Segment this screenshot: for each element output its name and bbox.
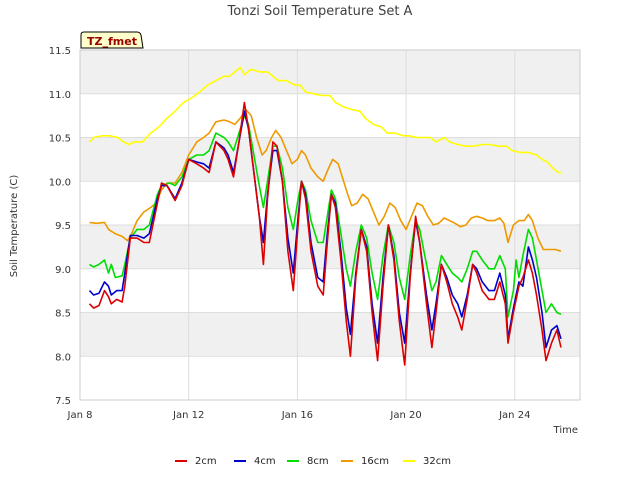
legend-label: 2cm — [195, 456, 217, 467]
plot-border — [79, 49, 581, 401]
site-tag-label: TZ_fmet — [87, 35, 137, 48]
series-line-32cm — [88, 66, 561, 174]
legend-label: 4cm — [254, 456, 276, 467]
legend-item-16cm: 16cm — [341, 456, 389, 467]
series-lines — [88, 66, 562, 366]
legend-label: 8cm — [307, 456, 329, 467]
legend-item-32cm: 32cm — [403, 456, 451, 467]
y-tick-label: 10.0 — [49, 177, 71, 188]
plot-band — [80, 50, 580, 94]
site-tag: TZ_fmet — [80, 31, 144, 49]
x-tick-label: Jan 16 — [281, 410, 313, 421]
legend-label: 16cm — [361, 456, 389, 467]
x-tick-label: Jan 8 — [67, 410, 93, 421]
legend: 2cm 4cm 8cm 16cm 32cm — [175, 456, 451, 467]
legend-item-2cm: 2cm — [175, 456, 217, 467]
x-tick-label: Jan 24 — [498, 410, 530, 421]
y-tick-label: 10.5 — [49, 134, 71, 145]
grid-lines — [79, 49, 581, 401]
x-tick-label: Jan 20 — [389, 410, 421, 421]
y-axis-tick-labels: 7.5 8.0 8.5 9.0 9.5 10.0 10.5 11.0 11.5 — [49, 46, 71, 407]
plot-band — [80, 137, 580, 182]
y-tick-label: 8.5 — [55, 309, 71, 320]
x-axis-tick-labels: Jan 8 Jan 12 Jan 16 Jan 20 Jan 24 — [67, 410, 531, 421]
y-tick-label: 7.5 — [55, 396, 71, 407]
plot-band — [80, 312, 580, 357]
y-tick-label: 11.0 — [49, 90, 71, 101]
site-tag-box — [80, 31, 144, 49]
y-tick-label: 11.5 — [49, 46, 71, 57]
legend-item-4cm: 4cm — [234, 456, 276, 467]
series-line-16cm — [89, 108, 562, 253]
legend-label: 32cm — [423, 456, 451, 467]
y-axis-title: Soil Temperature (C) — [9, 175, 20, 278]
y-tick-label: 9.0 — [55, 265, 71, 276]
series-line-2cm — [88, 101, 562, 366]
series-line-8cm — [89, 114, 562, 318]
legend-item-8cm: 8cm — [287, 456, 329, 467]
x-axis-title: Time — [553, 425, 578, 436]
chart-title: Tonzi Soil Temperature Set A — [227, 4, 413, 19]
y-tick-label: 9.5 — [55, 221, 71, 232]
y-tick-label: 8.0 — [55, 352, 71, 363]
x-tick-label: Jan 12 — [172, 410, 204, 421]
